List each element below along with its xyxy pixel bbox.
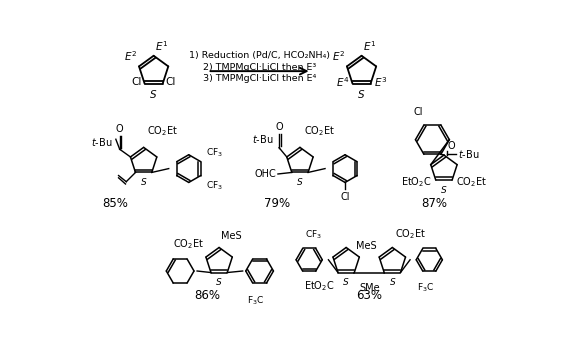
Text: SMe: SMe (359, 283, 380, 293)
Text: $E^2$: $E^2$ (332, 50, 345, 63)
Text: 63%: 63% (356, 289, 382, 303)
Text: O: O (116, 124, 123, 134)
Text: $E^3$: $E^3$ (373, 75, 387, 89)
Text: 2) TMPMgCl·LiCl then E³: 2) TMPMgCl·LiCl then E³ (203, 63, 316, 72)
Text: 85%: 85% (102, 197, 128, 210)
Text: S: S (343, 278, 349, 287)
Text: S: S (297, 178, 303, 187)
Text: S: S (441, 186, 447, 195)
Text: $t$-Bu: $t$-Bu (458, 148, 479, 159)
Text: CF$_3$: CF$_3$ (304, 228, 321, 240)
Text: S: S (358, 90, 365, 101)
Text: Cl: Cl (340, 192, 350, 202)
Text: $E^1$: $E^1$ (363, 39, 376, 53)
Text: $t$-Bu: $t$-Bu (251, 133, 273, 145)
Text: MeS: MeS (356, 241, 377, 251)
Text: MeS: MeS (222, 231, 242, 241)
Text: CO$_2$Et: CO$_2$Et (304, 124, 335, 138)
Text: Cl: Cl (166, 77, 176, 87)
Text: 86%: 86% (195, 289, 220, 303)
Text: $E^4$: $E^4$ (336, 75, 349, 89)
Text: F$_3$C: F$_3$C (417, 281, 434, 294)
Text: $t$-Bu: $t$-Bu (91, 135, 112, 148)
Text: $E^2$: $E^2$ (124, 50, 138, 63)
Text: O: O (275, 121, 283, 132)
Text: Cl: Cl (131, 77, 142, 87)
Text: O: O (448, 141, 456, 151)
Text: CF$_3$: CF$_3$ (206, 147, 223, 159)
Text: F$_3$C: F$_3$C (247, 294, 264, 307)
Text: CO$_2$Et: CO$_2$Et (395, 228, 425, 241)
Text: 1) Reduction (Pd/C, HCO₂NH₄): 1) Reduction (Pd/C, HCO₂NH₄) (188, 51, 329, 60)
Text: S: S (150, 90, 157, 101)
Text: Cl: Cl (413, 106, 423, 117)
Text: 79%: 79% (264, 197, 290, 210)
Text: CO$_2$Et: CO$_2$Et (147, 124, 179, 138)
Text: CF$_3$: CF$_3$ (206, 179, 223, 192)
Text: S: S (216, 278, 222, 287)
Text: CO$_2$Et: CO$_2$Et (456, 175, 487, 188)
Text: EtO$_2$C: EtO$_2$C (304, 279, 334, 292)
Text: $E^1$: $E^1$ (155, 39, 168, 53)
Text: EtO$_2$C: EtO$_2$C (401, 175, 432, 188)
Text: CO$_2$Et: CO$_2$Et (172, 237, 204, 251)
Text: S: S (389, 278, 395, 287)
Text: OHC: OHC (255, 169, 276, 179)
Text: 3) TMPMgCl·LiCl then E⁴: 3) TMPMgCl·LiCl then E⁴ (203, 74, 316, 83)
Text: S: S (141, 178, 147, 187)
Text: 87%: 87% (422, 197, 448, 210)
